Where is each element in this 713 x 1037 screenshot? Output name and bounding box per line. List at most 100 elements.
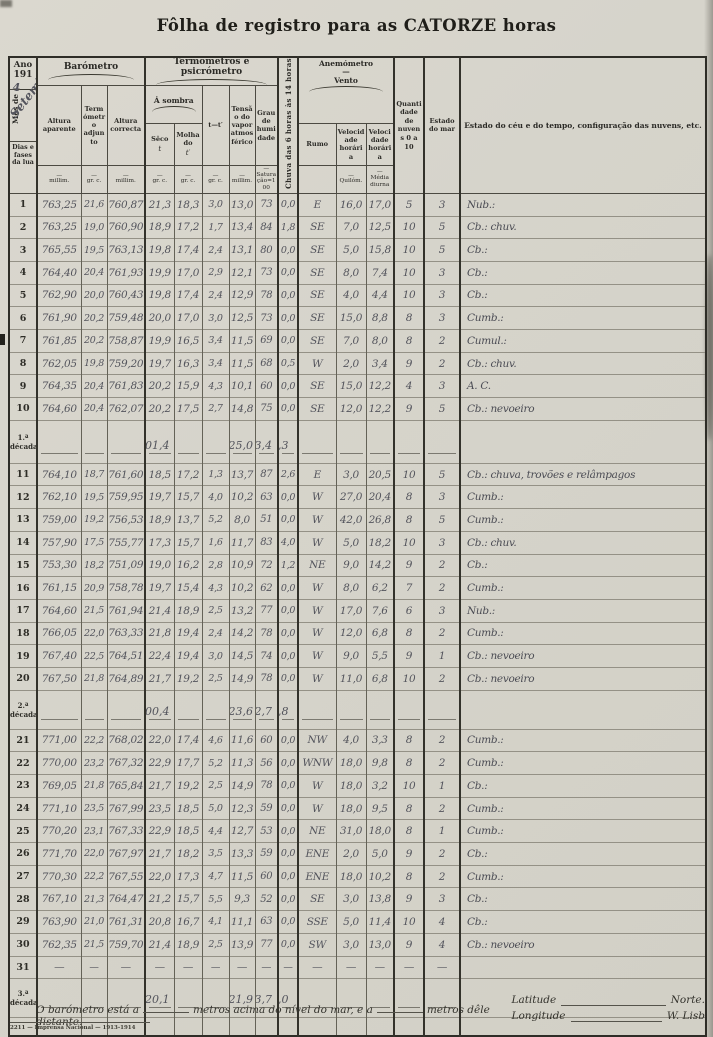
decade-cell <box>173 419 202 464</box>
scan-edge-shadow <box>704 0 713 1037</box>
rumo: W <box>297 621 336 645</box>
estado-ceu: Cumb.: <box>459 485 706 509</box>
rumo: SE <box>297 397 336 421</box>
chuva: 0,0 <box>277 842 298 866</box>
nuvens: 6 <box>393 598 424 623</box>
altura-aparente: 765,55 <box>36 238 81 262</box>
altura-aparente: 763,90 <box>36 910 81 934</box>
nuvens: 9 <box>393 644 424 668</box>
t-menos-t: 1,7 <box>201 215 229 239</box>
molhado: 19,2 <box>173 666 202 691</box>
estado-ceu <box>459 955 706 979</box>
estado-ceu: Cumb.: <box>459 728 706 752</box>
molhado: 17,4 <box>173 728 202 752</box>
decade-value: 72,7 <box>255 704 272 718</box>
termometro-adjunto: 21,8 <box>80 666 107 691</box>
tensao-vapor: 9,3 <box>228 887 255 911</box>
estado-ceu: Cb.: <box>459 887 706 911</box>
chuva: 0,0 <box>277 397 298 421</box>
decade-cell <box>335 978 366 1018</box>
termometro-adjunto: 21,8 <box>80 774 107 798</box>
day-row-18: 18 766,05 22,0 763,33 21,8 19,4 2,4 14,2 78 0,0 W 1… <box>8 621 706 645</box>
seco: 19,7 <box>144 351 174 375</box>
day-number: 15 <box>8 553 37 577</box>
estado-ceu: Cb.: <box>459 283 706 307</box>
nuvens: 9 <box>393 842 424 866</box>
day-row-3: 3 765,55 19,5 763,13 19,8 17,4 2,4 13,1 80 0,0 SE 5… <box>8 238 706 262</box>
corrected-height-header: Altura correcta <box>106 84 146 166</box>
velocidade-horaria: 5,0 <box>335 530 366 555</box>
seco: 19,0 <box>144 553 174 577</box>
molhado: 15,4 <box>173 576 202 600</box>
velocidade-media: — <box>365 955 394 979</box>
molhado: 18,9 <box>173 598 202 623</box>
nuvens: 10 <box>393 260 424 285</box>
scan-artifact <box>0 334 5 345</box>
estado-ceu: Cumb.: <box>459 576 706 600</box>
rumo: ENE <box>297 842 336 866</box>
termometro-adjunto: 19,0 <box>80 215 107 239</box>
nuvens: 9 <box>393 887 424 911</box>
rumo: SW <box>297 932 336 957</box>
velocidade-horaria: 31,0 <box>335 819 366 843</box>
molhado: 15,7 <box>173 530 202 555</box>
day-row-7: 7 761,85 20,2 758,87 19,9 16,5 3,4 11,5 69 0,0 SE 7… <box>8 329 706 353</box>
seco: 18,9 <box>144 215 174 239</box>
grau-humidade: 87 <box>254 462 278 486</box>
seco: 19,9 <box>144 329 174 353</box>
strip-cell <box>297 1017 336 1037</box>
termometro-adjunto: 18,7 <box>80 462 107 486</box>
decade-cell: 73,4 <box>254 419 278 464</box>
brace-ornament <box>309 85 383 92</box>
velocidade-media: 13,8 <box>365 887 394 911</box>
tensao-vapor: 10,2 <box>228 485 255 509</box>
attached-thermometer-header: Termómetro adjunto <box>80 84 108 166</box>
hourly-speed-header: Velocidade horária <box>335 122 367 166</box>
molhado: 18,9 <box>173 932 202 957</box>
velocidade-horaria: 5,0 <box>335 910 366 934</box>
altura-correcta: 762,07 <box>106 397 145 421</box>
estado-ceu: Cumb.: <box>459 864 706 888</box>
decade-cell <box>393 689 424 730</box>
dry-symbol: t <box>158 145 162 154</box>
t-minus-t-header: t—t′ <box>201 84 230 166</box>
velocidade-horaria: 16,0 <box>335 192 366 217</box>
molhado: 18,2 <box>173 842 202 866</box>
altura-aparente: 762,35 <box>36 932 81 957</box>
decade-cell <box>423 978 460 1018</box>
nuvens: 10 <box>393 530 424 555</box>
velocidade-media: 7,4 <box>365 260 394 285</box>
day-number: 28 <box>8 887 37 911</box>
termometro-adjunto: 19,5 <box>80 485 107 509</box>
molhado: 18,5 <box>173 796 202 820</box>
altura-correcta: 764,51 <box>106 644 145 668</box>
decade-cell <box>393 419 424 464</box>
termometro-adjunto: 21,0 <box>80 910 107 934</box>
sky-state-column-header: Estado do céu e do tempo, configuração d… <box>459 56 707 194</box>
tensao-vapor: 13,9 <box>228 932 255 957</box>
t-menos-t: 4,4 <box>201 819 229 843</box>
decade-cell <box>297 689 336 730</box>
altura-correcta: 759,70 <box>106 932 145 957</box>
velocidade-horaria: 15,0 <box>335 374 366 398</box>
decade-cell: 125,0 <box>228 419 255 464</box>
t-menos-t: 4,6 <box>201 728 229 752</box>
decade-cell: 63,7 <box>254 978 278 1018</box>
altura-correcta: 767,97 <box>106 842 145 866</box>
latitude-row: Latitude Norte. <box>511 994 705 1006</box>
altura-correcta: 761,31 <box>106 910 145 934</box>
wet-bulb-header: Molhado t′ <box>173 122 203 166</box>
strip-cell <box>254 1017 278 1037</box>
day-row-17: 17 764,60 21,5 761,94 21,4 18,9 2,5 13,2 77 0,0 W 1… <box>8 598 706 623</box>
t-menos-t: 3,4 <box>201 351 229 375</box>
day-number: 23 <box>8 774 37 798</box>
blank-line <box>376 1002 423 1013</box>
daily-mean-speed-header: Velocidade horária <box>365 122 395 166</box>
grau-humidade: 74 <box>254 644 278 668</box>
velocidade-media: 15,8 <box>365 238 394 262</box>
unit-label: — millim. <box>36 164 82 194</box>
velocidade-media: 26,8 <box>365 508 394 532</box>
